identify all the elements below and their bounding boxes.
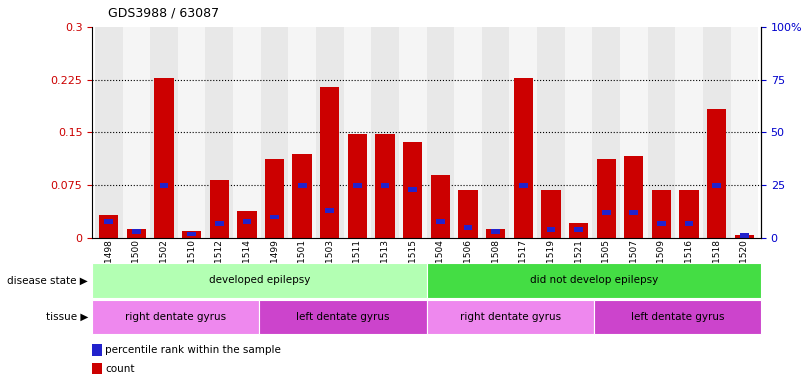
- Bar: [243, 219, 252, 223]
- Bar: [371, 27, 399, 238]
- Bar: [265, 159, 284, 238]
- Bar: [132, 229, 141, 234]
- Bar: [482, 27, 509, 238]
- Bar: [740, 233, 749, 238]
- Bar: [353, 183, 362, 188]
- Bar: [187, 232, 196, 236]
- Bar: [546, 227, 555, 232]
- Bar: [376, 134, 395, 238]
- Bar: [731, 27, 759, 238]
- Bar: [513, 78, 533, 238]
- Text: left dentate gyrus: left dentate gyrus: [630, 312, 724, 322]
- Bar: [574, 227, 583, 232]
- Bar: [426, 27, 454, 238]
- Text: right dentate gyrus: right dentate gyrus: [460, 312, 561, 322]
- Bar: [648, 27, 675, 238]
- Bar: [99, 215, 119, 238]
- Bar: [426, 300, 594, 334]
- Bar: [679, 190, 698, 238]
- Bar: [491, 229, 500, 234]
- Text: GDS3988 / 63087: GDS3988 / 63087: [108, 6, 219, 19]
- Bar: [233, 27, 260, 238]
- Bar: [630, 210, 638, 215]
- Bar: [458, 190, 477, 238]
- Text: did not develop epilepsy: did not develop epilepsy: [529, 275, 658, 285]
- Bar: [675, 27, 703, 238]
- Bar: [569, 223, 588, 238]
- Bar: [509, 27, 537, 238]
- Bar: [541, 190, 561, 238]
- Bar: [486, 229, 505, 238]
- Bar: [436, 219, 445, 223]
- Bar: [123, 27, 150, 238]
- Bar: [92, 300, 260, 334]
- Bar: [403, 142, 422, 238]
- Bar: [104, 219, 113, 223]
- Bar: [348, 134, 367, 238]
- Text: left dentate gyrus: left dentate gyrus: [296, 312, 389, 322]
- Bar: [652, 190, 671, 238]
- Bar: [344, 27, 371, 238]
- Text: count: count: [105, 364, 135, 374]
- Bar: [260, 300, 427, 334]
- Bar: [537, 27, 565, 238]
- Bar: [519, 183, 528, 188]
- Bar: [127, 229, 146, 238]
- Bar: [182, 231, 201, 238]
- Bar: [215, 221, 223, 226]
- Bar: [624, 156, 643, 238]
- Text: tissue ▶: tissue ▶: [46, 312, 88, 322]
- Bar: [703, 27, 731, 238]
- Bar: [270, 215, 279, 219]
- Bar: [602, 210, 610, 215]
- Bar: [454, 27, 482, 238]
- Bar: [597, 159, 616, 238]
- Bar: [620, 27, 648, 238]
- Bar: [735, 235, 754, 238]
- Bar: [325, 208, 334, 213]
- Bar: [95, 27, 123, 238]
- Bar: [565, 27, 593, 238]
- Bar: [92, 263, 426, 298]
- Bar: [155, 78, 174, 238]
- Bar: [594, 300, 761, 334]
- Bar: [431, 175, 450, 238]
- Bar: [426, 263, 761, 298]
- Bar: [260, 27, 288, 238]
- Bar: [292, 154, 312, 238]
- Bar: [464, 225, 473, 230]
- Bar: [159, 183, 168, 188]
- Bar: [593, 27, 620, 238]
- Bar: [712, 183, 721, 188]
- Text: disease state ▶: disease state ▶: [7, 275, 88, 285]
- Bar: [409, 187, 417, 192]
- Bar: [288, 27, 316, 238]
- Bar: [657, 221, 666, 226]
- Bar: [707, 109, 727, 238]
- Bar: [210, 180, 229, 238]
- Bar: [380, 183, 389, 188]
- Bar: [316, 27, 344, 238]
- Bar: [399, 27, 426, 238]
- Bar: [205, 27, 233, 238]
- Bar: [150, 27, 178, 238]
- Bar: [298, 183, 307, 188]
- Text: percentile rank within the sample: percentile rank within the sample: [105, 345, 281, 355]
- Bar: [237, 211, 256, 238]
- Bar: [685, 221, 694, 226]
- Text: developed epilepsy: developed epilepsy: [208, 275, 310, 285]
- Text: right dentate gyrus: right dentate gyrus: [125, 312, 226, 322]
- Bar: [178, 27, 205, 238]
- Bar: [320, 87, 340, 238]
